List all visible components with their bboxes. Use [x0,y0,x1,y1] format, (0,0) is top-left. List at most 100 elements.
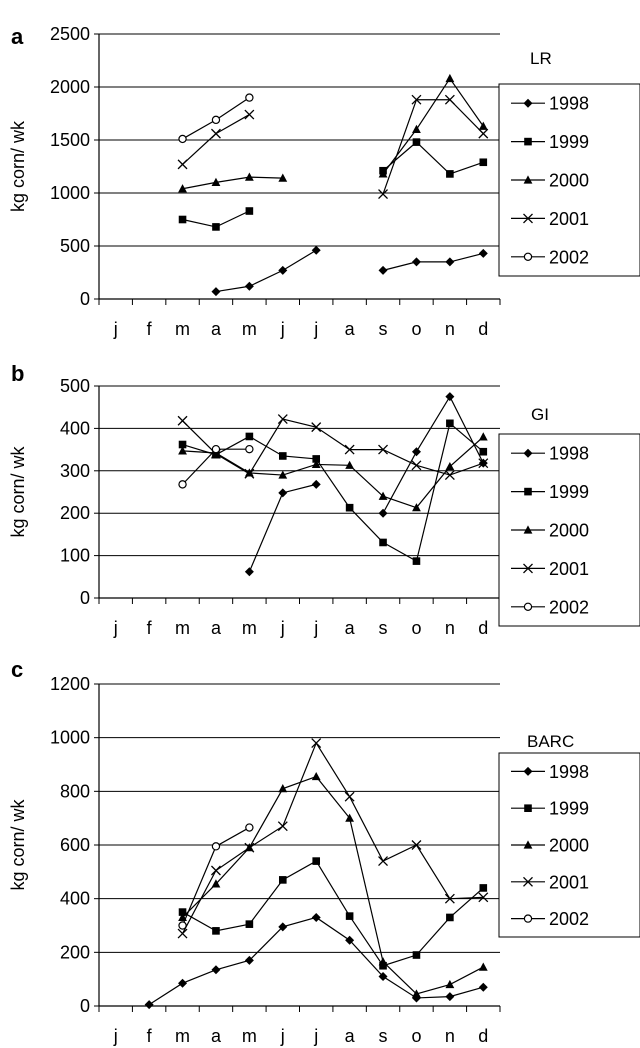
data-point-1999-shape [278,452,287,460]
data-point-1999-shape [412,951,421,959]
x-tick-label: j [313,1026,318,1046]
data-point-2000 [378,957,388,966]
data-point-2001-shape-b [210,865,221,876]
data-point-2001-shape-b [378,189,389,200]
series-line-2000 [182,775,484,995]
data-point-1999-shape [245,432,254,441]
data-point-2002-shape [178,134,187,144]
data-point-1998 [278,922,288,932]
data-point-1998 [345,935,355,945]
data-point-2000-shape [311,771,321,781]
data-point-1999-shape [245,207,254,215]
x-tick-label: o [411,618,421,638]
x-tick-label: s [379,319,388,339]
y-tick-label: 500 [60,236,90,256]
data-point-2001 [344,444,355,455]
data-point-2001 [444,470,455,480]
data-point-2000-shape [278,470,288,479]
data-point-2002-shape [245,93,254,102]
series-line-2001 [182,418,484,476]
series-line-2000 [382,77,484,175]
legend-label: 2000 [549,171,589,191]
data-point-2001 [277,821,288,832]
legend-marker-1999 [524,137,532,146]
data-point-1998 [211,287,221,297]
data-point-2000-shape [244,468,254,477]
data-point-2000 [445,461,455,471]
data-point-1998-shape [278,922,288,932]
data-point-1999 [245,432,254,441]
legend-marker-1999-shape [524,137,532,146]
legend-marker-2002-shape [523,252,533,261]
x-tick-label: m [175,618,190,638]
legend-label: 1999 [549,482,589,502]
data-point-2000-shape [478,962,488,971]
y-tick-label: 1500 [50,130,90,150]
data-point-2000-shape [178,446,187,455]
y-tick-label: 800 [60,781,90,801]
x-tick-label: j [113,1026,118,1046]
data-point-1998-shape [211,287,221,297]
data-point-2000 [478,432,488,441]
data-point-2000-shape [412,503,421,512]
legend-label: 1998 [549,444,589,464]
data-point-2000 [278,470,288,479]
data-point-2000-shape [311,459,321,469]
legend-marker-1998 [523,448,533,458]
data-point-2002-shape [211,842,221,851]
data-point-2000-shape [478,121,488,130]
data-point-1998-shape [178,978,188,988]
data-point-1998-shape [278,488,288,498]
data-point-2001-shape-b [444,94,455,105]
data-point-2000 [445,73,455,83]
data-point-2001-shape-b [344,444,355,455]
data-point-2001 [277,414,288,425]
data-point-2001 [311,422,322,433]
data-point-1999-shape [479,158,488,167]
data-point-2001-shape-b [478,892,489,903]
panel-label: a [11,24,24,49]
data-point-1998 [478,248,488,258]
legend: 1998 1999 2000 2001 2002 [498,752,640,938]
legend-marker-2000 [523,840,533,849]
data-point-1998-shape [378,265,388,275]
legend-marker-2002 [523,252,533,261]
data-point-1998 [445,992,455,1002]
data-point-2001-shape-b [244,468,255,479]
data-point-2000 [178,184,187,193]
series-1998 [211,245,488,297]
data-point-2001 [244,468,255,479]
series-line-2001 [382,99,484,195]
data-point-1999 [379,961,387,970]
data-point-1999-shape [212,927,220,935]
x-tick-label: j [313,618,318,638]
data-point-2001 [444,94,455,105]
x-tick-label: a [345,1026,356,1046]
legend-marker-2000 [523,175,533,184]
data-point-1999-shape [479,884,488,892]
data-point-2002 [245,823,254,832]
data-point-2002 [211,115,221,125]
legend-marker-2002-shape [523,602,533,612]
legend-label: 2000 [549,836,589,856]
chart-title: LR [530,49,552,68]
data-point-2001-shape-b [378,444,389,455]
legend-marker-1999 [524,487,532,496]
data-point-1998-shape [311,912,321,922]
data-point-1999 [379,538,387,547]
data-point-2002-shape [245,823,254,832]
data-point-1998 [411,447,421,457]
series-1998 [144,912,488,1010]
legend-label: 2002 [549,909,589,929]
y-tick-label: 200 [60,942,90,962]
data-point-1998 [278,488,288,498]
chart-title: GI [531,405,549,424]
legend-marker-1998-shape [523,448,533,458]
series-2002 [178,823,254,930]
data-point-1998 [244,281,254,291]
data-point-1998-shape [378,508,388,518]
data-point-1998-shape [244,281,254,291]
data-point-2001 [478,892,489,903]
data-point-2001 [378,856,389,867]
